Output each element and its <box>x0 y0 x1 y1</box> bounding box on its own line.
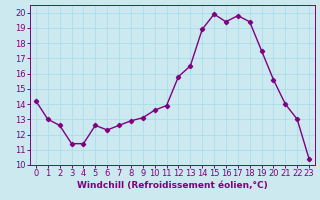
X-axis label: Windchill (Refroidissement éolien,°C): Windchill (Refroidissement éolien,°C) <box>77 181 268 190</box>
